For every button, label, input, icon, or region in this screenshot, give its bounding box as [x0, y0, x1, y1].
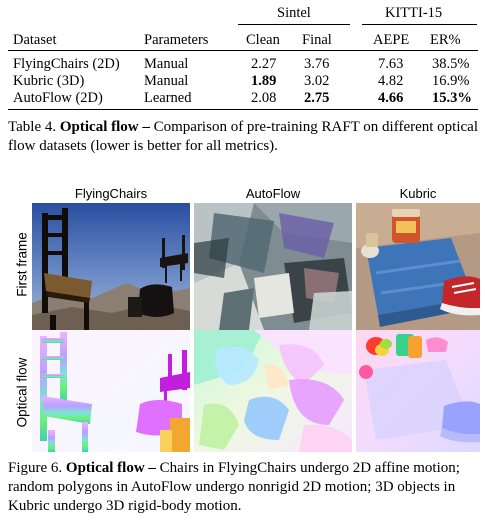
group-header-kitti: KITTI-15 [385, 5, 443, 21]
col-header-aepe: AEPE [373, 32, 410, 48]
cell-dataset: FlyingChairs (2D) [13, 56, 120, 72]
column-title-flyingchairs: FlyingChairs [74, 186, 148, 201]
table-caption-title: Optical flow – [59, 119, 150, 135]
cell-aepe: 7.63 [378, 56, 404, 72]
cell-dataset: Kubric (3D) [13, 73, 85, 89]
cell-final: 3.76 [304, 56, 330, 72]
figure-caption-text: Chairs in FlyingChairs undergo 2D affine… [8, 460, 460, 514]
table-caption-text: Comparison of pre-training RAFT on diffe… [8, 119, 478, 154]
cell-final: 2.75 [304, 90, 330, 106]
flyingchairs-optical-flow [32, 330, 190, 452]
cell-aepe: 4.66 [378, 90, 404, 106]
flyingchairs-first-frame [32, 203, 190, 330]
cell-clean: 1.89 [251, 73, 277, 89]
row-title-first-frame: First frame [14, 232, 30, 297]
cell-parameters: Learned [144, 90, 192, 106]
cell-aepe: 4.82 [378, 73, 404, 89]
bottom-rule [8, 109, 478, 110]
column-title-kubric: Kubric [399, 186, 437, 201]
cell-clean: 2.27 [251, 56, 277, 72]
sintel-underline [238, 24, 350, 25]
header-rule [8, 50, 478, 51]
autoflow-first-frame [194, 203, 352, 330]
col-header-clean: Clean [246, 32, 280, 48]
cell-er: 16.9% [432, 73, 470, 89]
column-title-autoflow: AutoFlow [245, 186, 301, 201]
table-caption: Table 4. Optical flow – Comparison of pr… [8, 118, 480, 156]
kubric-optical-flow [356, 330, 480, 452]
cell-parameters: Manual [144, 56, 189, 72]
cell-parameters: Manual [144, 73, 189, 89]
figure-caption: Figure 6. Optical flow – Chairs in Flyin… [8, 459, 480, 516]
cell-er: 38.5% [432, 56, 470, 72]
kitti-underline [362, 24, 477, 25]
kubric-first-frame [356, 203, 480, 330]
cell-final: 3.02 [304, 73, 330, 89]
col-header-er: ER% [430, 32, 461, 48]
autoflow-optical-flow [194, 330, 352, 452]
cell-er: 15.3% [432, 90, 472, 106]
row-title-optical-flow: Optical flow [14, 357, 30, 428]
table-caption-label: Table 4. [8, 119, 57, 135]
figure-caption-label: Figure 6. [8, 460, 63, 476]
cell-dataset: AutoFlow (2D) [13, 90, 103, 106]
figure-caption-title: Optical flow – [65, 460, 156, 476]
col-header-final: Final [302, 32, 332, 48]
col-header-parameters: Parameters [144, 32, 209, 48]
cell-clean: 2.08 [251, 90, 277, 106]
group-header-sintel: Sintel [277, 5, 311, 21]
col-header-dataset: Dataset [13, 32, 57, 48]
